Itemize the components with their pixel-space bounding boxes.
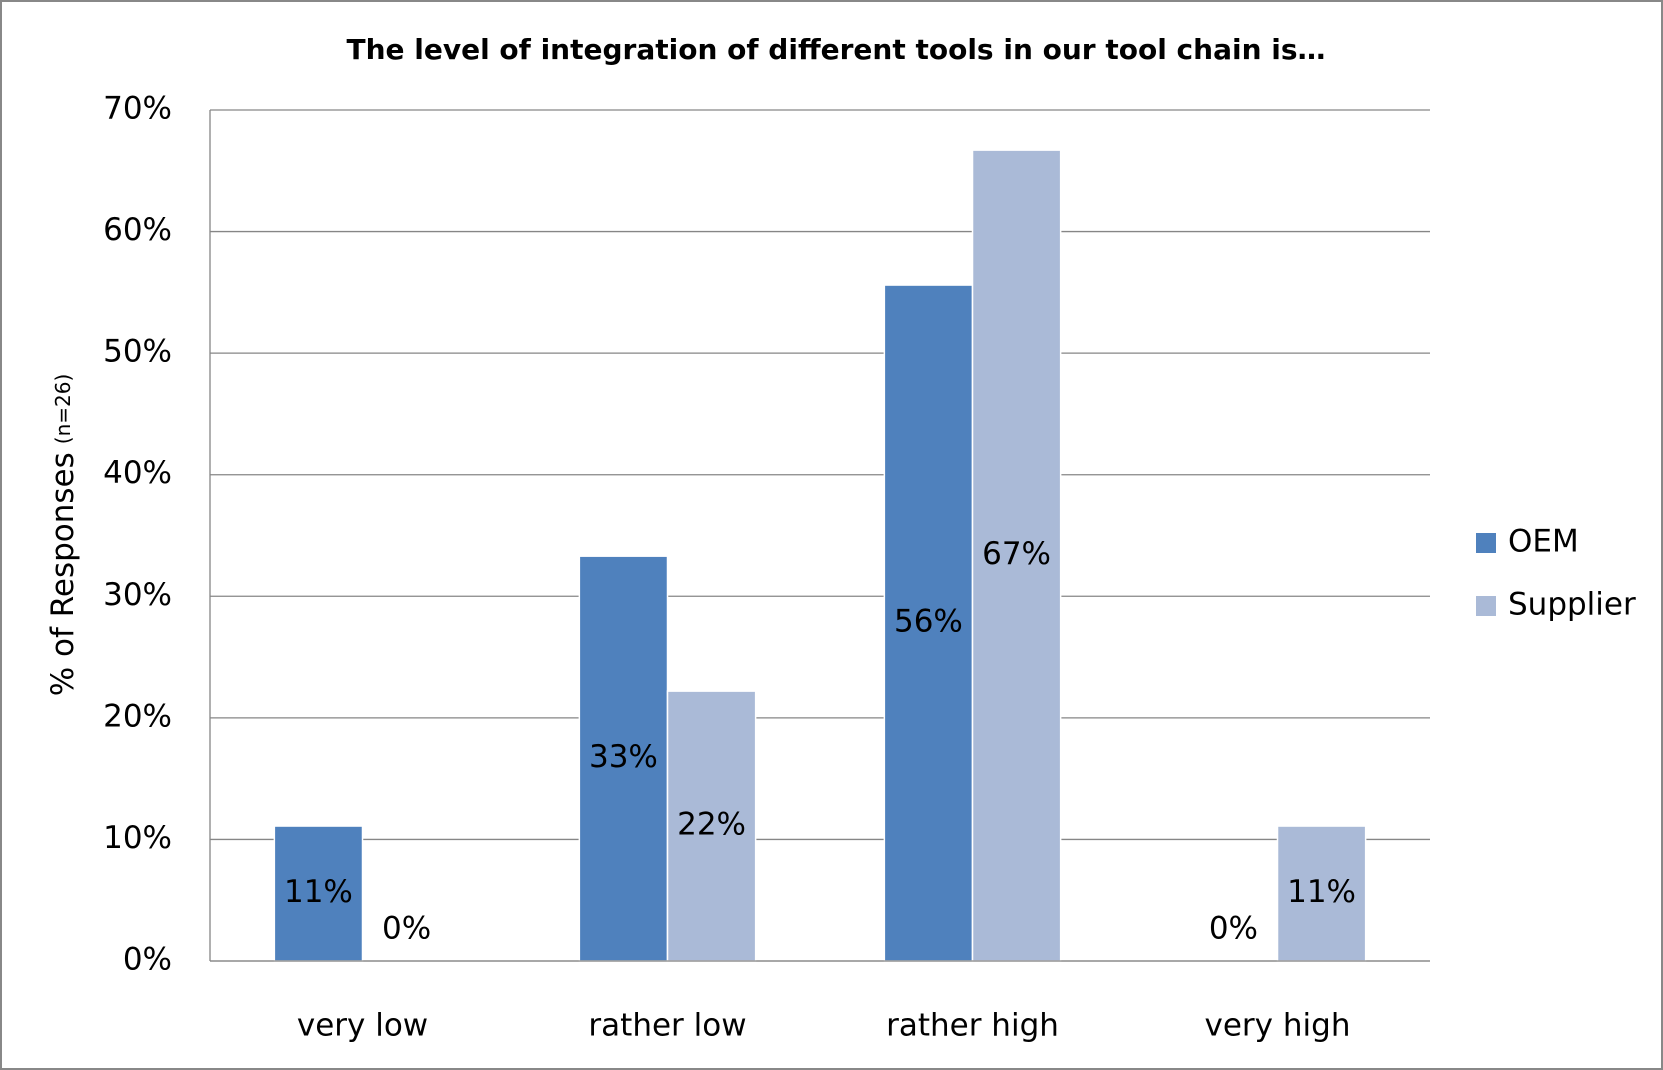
- y-axis-label: % of Responses (n=26): [45, 374, 81, 697]
- legend-label: OEM: [1508, 524, 1579, 560]
- data-label: 22%: [677, 807, 746, 843]
- bar: [883, 284, 974, 962]
- data-label: 11%: [1287, 874, 1356, 910]
- y-label-note: (n=26): [51, 374, 75, 445]
- legend-swatch: [1476, 596, 1496, 616]
- y-tick-label: 0%: [123, 942, 172, 978]
- x-tick-label: rather high: [886, 1008, 1059, 1044]
- y-tick-label: 50%: [103, 334, 172, 370]
- data-label: 33%: [589, 739, 658, 775]
- y-tick-label: 20%: [103, 698, 172, 734]
- x-tick-label: very low: [297, 1008, 428, 1044]
- y-label-main: % of Responses: [45, 452, 81, 696]
- y-tick-label: 70%: [103, 91, 172, 127]
- y-tick-label: 40%: [103, 455, 172, 491]
- y-tick-label: 30%: [103, 577, 172, 613]
- y-tick-label: 60%: [103, 212, 172, 248]
- data-label: 0%: [1209, 911, 1258, 947]
- x-tick-label: rather low: [588, 1008, 746, 1044]
- y-tick-label: 10%: [103, 820, 172, 856]
- data-label: 0%: [382, 911, 431, 947]
- legend-label: Supplier: [1508, 587, 1636, 623]
- data-label: 11%: [284, 874, 353, 910]
- bar: [666, 690, 757, 962]
- chart-title: The level of integration of different to…: [346, 33, 1325, 66]
- data-label: 67%: [982, 536, 1051, 572]
- x-tick-label: very high: [1205, 1008, 1351, 1044]
- data-label: 56%: [894, 604, 963, 640]
- bar: [273, 825, 364, 962]
- legend-swatch: [1476, 533, 1496, 553]
